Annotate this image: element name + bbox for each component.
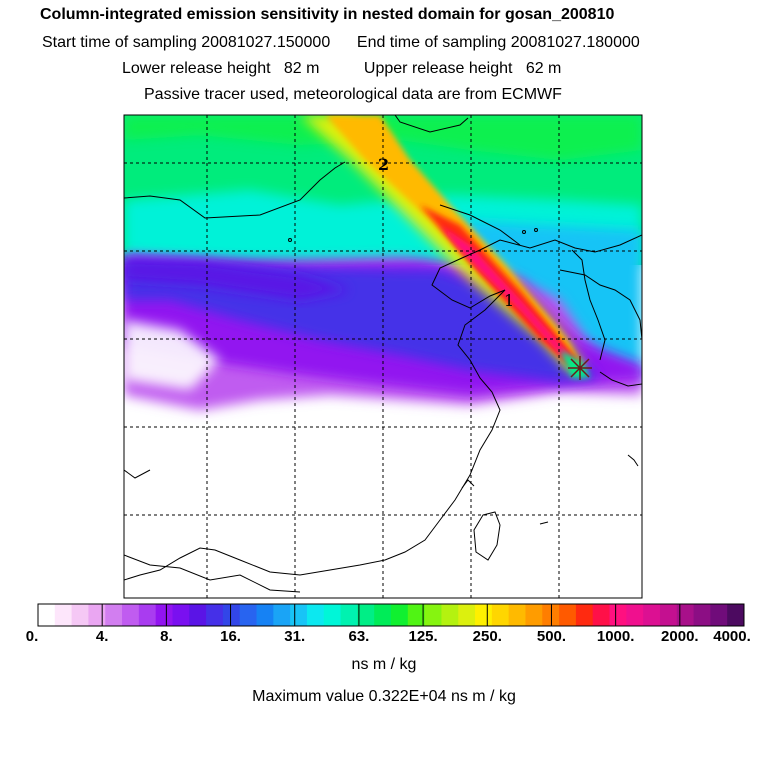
sampling-times: Start time of sampling 20081027.150000 E… bbox=[42, 34, 768, 52]
colorbar-swatch bbox=[592, 604, 611, 626]
plot-title: Column-integrated emission sensitivity i… bbox=[40, 6, 615, 23]
colorbar-swatch bbox=[693, 604, 711, 626]
colorbar-swatch bbox=[424, 604, 442, 626]
colorbar-swatch bbox=[172, 604, 190, 626]
color-legend bbox=[37, 603, 745, 627]
coastlines bbox=[124, 115, 642, 593]
trajectory-marker-2: 2 bbox=[378, 155, 389, 174]
colorbar-swatch bbox=[559, 604, 577, 626]
start-value: 20081027.150000 bbox=[201, 34, 331, 51]
colorbar-swatch bbox=[676, 604, 695, 626]
colorbar-swatch bbox=[290, 604, 308, 626]
colorbar-swatch bbox=[340, 604, 358, 626]
end-value: 20081027.180000 bbox=[510, 34, 640, 51]
colorbar-swatch bbox=[710, 604, 728, 626]
trajectory-marker-1: 1 bbox=[504, 291, 514, 310]
colorbar-swatch bbox=[609, 604, 627, 626]
colorbar-swatch bbox=[575, 604, 594, 626]
colorbar-swatch bbox=[626, 604, 644, 626]
colorbar-swatch bbox=[525, 604, 543, 626]
sensitivity-field bbox=[124, 115, 642, 598]
colorbar-swatch bbox=[659, 604, 678, 626]
colorbar-swatch bbox=[542, 604, 560, 626]
colorbar-swatch bbox=[491, 604, 510, 626]
colorbar-swatch bbox=[273, 604, 291, 626]
colorbar-swatch bbox=[122, 604, 140, 626]
colorbar-swatch bbox=[54, 604, 73, 626]
colorbar-swatch bbox=[256, 604, 274, 626]
colorbar-swatch bbox=[323, 604, 342, 626]
lower-label: Lower release height bbox=[122, 60, 271, 77]
colorbar-swatch bbox=[88, 604, 106, 626]
colorbar-swatch bbox=[727, 604, 745, 626]
tracer-note: Passive tracer used, meteorological data… bbox=[144, 86, 562, 103]
colorbar-swatch bbox=[458, 604, 476, 626]
maximum-value: Maximum value 0.322E+04 ns m / kg bbox=[0, 688, 768, 706]
colorbar-swatch bbox=[643, 604, 661, 626]
colorbar-swatch bbox=[155, 604, 173, 626]
colorbar-swatch bbox=[38, 604, 56, 626]
star-burst-icon bbox=[568, 356, 592, 380]
start-label: Start time of sampling bbox=[42, 34, 197, 51]
colorbar-swatch bbox=[206, 604, 224, 626]
upper-label: Upper release height bbox=[363, 60, 513, 77]
upper-value: 62 m bbox=[525, 60, 562, 77]
colorbar-swatch bbox=[441, 604, 459, 626]
colorbar-unit: ns m / kg bbox=[351, 656, 417, 673]
max-number: 0.322E+04 bbox=[368, 688, 447, 705]
max-label: Maximum value bbox=[252, 688, 365, 705]
colorbar-swatch bbox=[239, 604, 258, 626]
colorbar-frame bbox=[37, 603, 745, 627]
colorbar-swatch bbox=[475, 604, 493, 626]
colorbar-swatch bbox=[189, 604, 207, 626]
lower-value: 82 m bbox=[283, 60, 320, 77]
end-label: End time of sampling bbox=[356, 34, 507, 51]
colorbar-swatch bbox=[306, 604, 325, 626]
colorbar-swatch bbox=[105, 604, 123, 626]
colorbar-swatch bbox=[508, 604, 526, 626]
colorbar-swatch bbox=[391, 604, 409, 626]
max-unit: ns m / kg bbox=[450, 688, 516, 705]
colorbar-swatch bbox=[357, 604, 375, 626]
colorbar-swatch bbox=[138, 604, 157, 626]
map-frame bbox=[123, 114, 643, 599]
colorbar-swatch bbox=[374, 604, 392, 626]
colorbar-swatch bbox=[407, 604, 426, 626]
colorbar-swatch bbox=[222, 604, 241, 626]
colorbar-swatch bbox=[71, 604, 89, 626]
release-heights: Lower release height 82 m Upper release … bbox=[122, 60, 768, 78]
